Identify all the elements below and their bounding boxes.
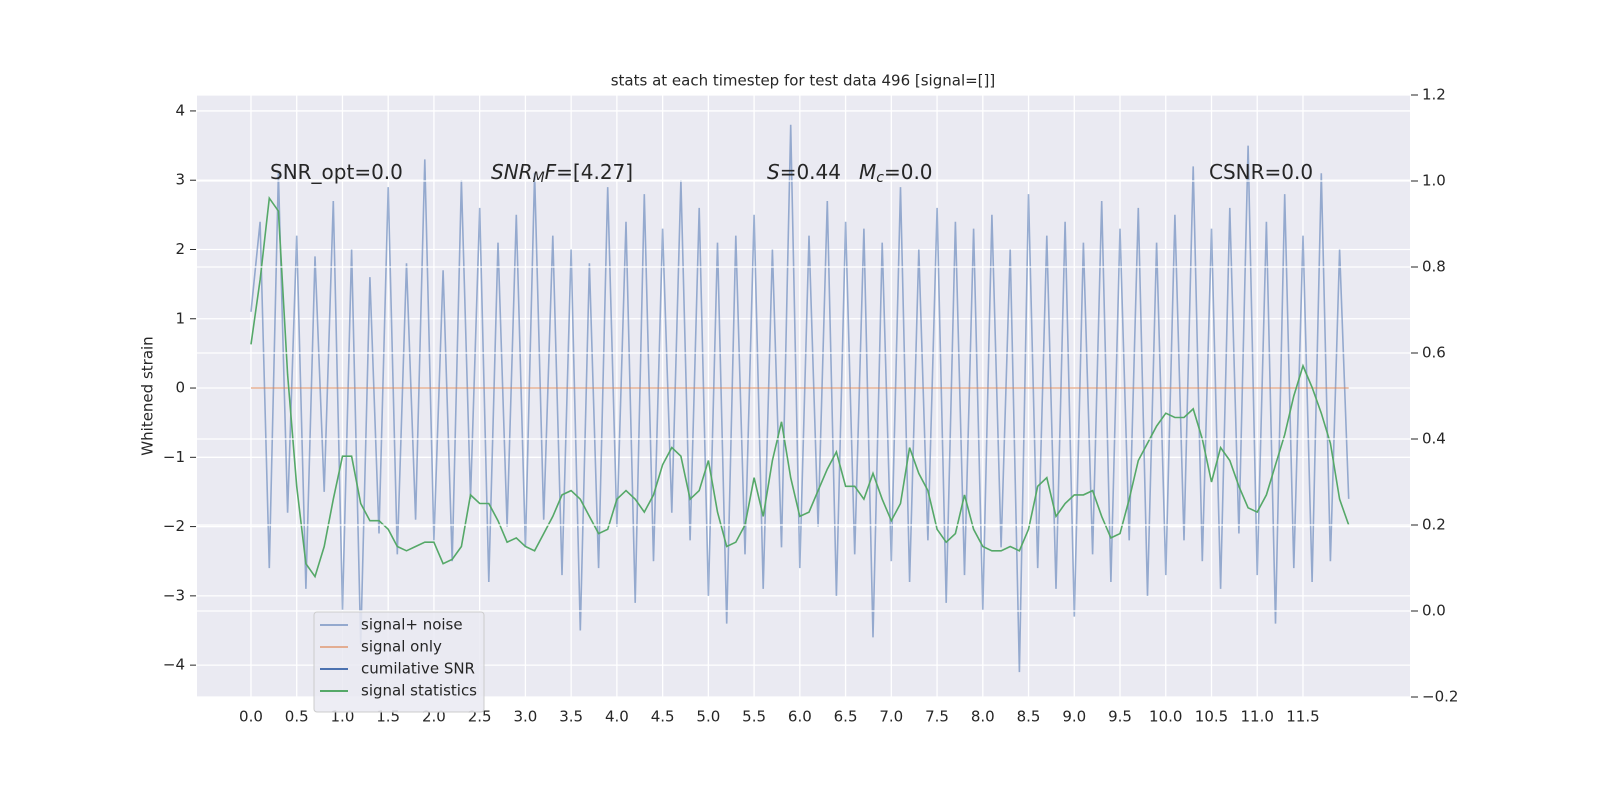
series-line [250, 124, 1350, 673]
x-tick-label: 9.5 [1108, 708, 1132, 726]
x-tick-label: 4.5 [651, 708, 675, 726]
annotation-part: =0.44 [780, 160, 841, 184]
annotation-part: M [533, 170, 545, 186]
x-tick-label: 6.5 [834, 708, 858, 726]
x-tick-label: 11.5 [1286, 708, 1319, 726]
annotation: CSNR=0.0 [1209, 160, 1313, 184]
x-tick-label: 3.5 [559, 708, 583, 726]
legend-label: signal+ noise [361, 616, 463, 634]
annotation: SNR_opt=0.0 [270, 160, 403, 184]
y-tick-label: 3 [175, 171, 185, 189]
annotation-part: SNR [491, 160, 533, 184]
y-tick-label: 0 [175, 379, 185, 397]
x-tick-label: 5.0 [696, 708, 720, 726]
y-tick-label: 2 [175, 240, 185, 258]
y2-tick-label: −0.2 [1422, 688, 1458, 706]
annotation-part: c [876, 170, 884, 186]
y2-tick-label: 0.2 [1422, 516, 1446, 534]
y2-tick-label: 1.2 [1422, 86, 1446, 104]
x-tick-label: 7.5 [925, 708, 949, 726]
annotation-part: S [767, 160, 780, 184]
y-axis-label: Whitened strain [139, 336, 157, 455]
annotation-part: =[4.27] [556, 160, 633, 184]
x-tick-label: 6.0 [788, 708, 812, 726]
annotation-part: CSNR=0.0 [1209, 160, 1313, 184]
y2-tick-label: 1.0 [1422, 172, 1446, 190]
x-tick-label: 10.0 [1149, 708, 1182, 726]
chart-title: stats at each timestep for test data 496… [611, 72, 996, 90]
annotation: SNRMF=[4.27] [491, 160, 633, 187]
x-tick-label: 8.0 [971, 708, 995, 726]
x-tick-label: 4.0 [605, 708, 629, 726]
x-tick-label: 9.0 [1062, 708, 1086, 726]
annotation: S=0.44 [767, 160, 841, 184]
y2-tick-label: 0.4 [1422, 430, 1446, 448]
y-tick-label: −2 [163, 517, 185, 535]
x-tick-label: 5.5 [742, 708, 766, 726]
annotation: Mc=0.0 [859, 160, 933, 187]
x-tick-label: 3.0 [513, 708, 537, 726]
y-tick-label: −3 [163, 586, 185, 604]
y-tick-label: 4 [175, 101, 185, 119]
x-tick-label: 11.0 [1241, 708, 1274, 726]
x-tick-label: 0.5 [285, 708, 309, 726]
legend-label: cumilative SNR [361, 660, 475, 678]
y2-tick-label: 0.8 [1422, 258, 1446, 276]
x-tick-label: 7.0 [879, 708, 903, 726]
y-tick-label: −4 [163, 656, 185, 674]
y2-tick-label: 0.0 [1422, 602, 1446, 620]
legend-label: signal only [361, 638, 442, 656]
legend-box [313, 611, 485, 713]
y-tick-label: −1 [163, 448, 185, 466]
y2-tick-label: 0.6 [1422, 344, 1446, 362]
plot-lines [250, 124, 1350, 673]
annotation-part: F [545, 160, 557, 184]
annotation-part: M [859, 160, 876, 184]
annotation-part: SNR_opt=0.0 [270, 160, 403, 184]
x-tick-label: 10.5 [1195, 708, 1228, 726]
legend-label: signal statistics [361, 682, 477, 700]
annotation-part: =0.0 [884, 160, 933, 184]
x-tick-label: 8.5 [1017, 708, 1041, 726]
y-tick-label: 1 [175, 309, 185, 327]
plot-area [197, 95, 1410, 697]
series-line [250, 196, 1350, 579]
x-tick-label: 0.0 [239, 708, 263, 726]
